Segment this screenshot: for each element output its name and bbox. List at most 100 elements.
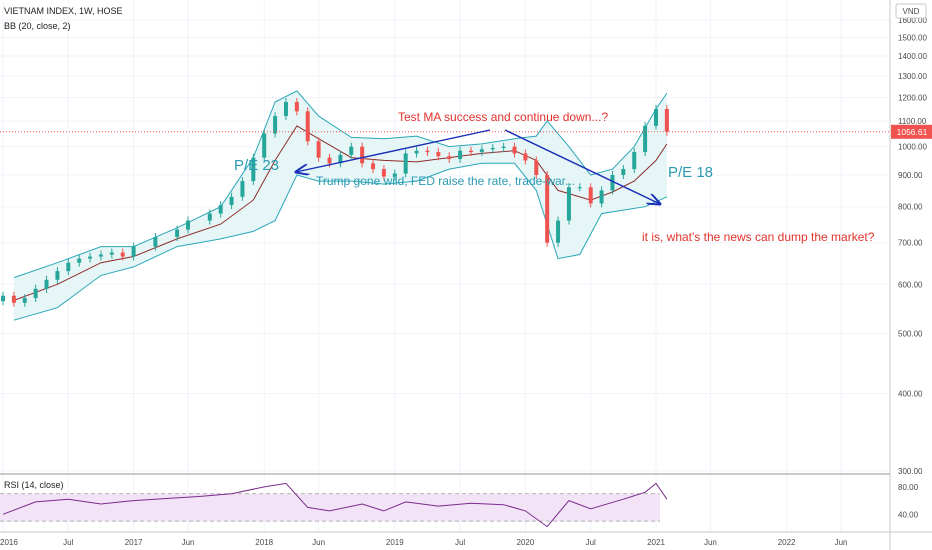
rsi-line xyxy=(2,482,668,528)
annotation-news: it is, what's the news can dump the mark… xyxy=(642,230,875,244)
arrow-to-2018-peak xyxy=(296,129,491,172)
price-bar xyxy=(66,262,71,272)
price-bar xyxy=(77,258,82,263)
time-axis[interactable]: 2016 Jul 2017 Jun 2018 Jun 2019 Jul 2020 Jul 2021 J… xyxy=(0,538,847,547)
price-bar xyxy=(577,187,582,189)
bollinger-lower-line xyxy=(13,162,668,321)
price-bar xyxy=(468,150,473,153)
rsi-tick-label: 80.00 xyxy=(898,483,919,492)
price-bar xyxy=(240,181,245,197)
price-bar xyxy=(98,254,103,257)
price-bar xyxy=(610,175,615,191)
price-bar xyxy=(501,146,506,148)
rsi-label[interactable]: RSI (14, close) xyxy=(4,480,64,490)
price-bar xyxy=(523,153,528,161)
price-bar xyxy=(436,152,441,157)
price-bar xyxy=(403,153,408,174)
price-tick-label: 900.00 xyxy=(898,171,923,180)
price-bar xyxy=(251,157,256,182)
price-tick-label: 800.00 xyxy=(898,203,923,212)
price-bar xyxy=(349,146,354,155)
price-bar xyxy=(479,149,484,153)
symbol-title[interactable]: VIETNAM INDEX, 1W, HOSE xyxy=(4,6,123,16)
price-bar xyxy=(392,173,397,177)
rsi-band-fill xyxy=(0,493,660,522)
price-bar xyxy=(316,141,321,158)
last-price-value: 1056.61 xyxy=(897,127,928,137)
price-tick-label: 1000.00 xyxy=(898,143,927,152)
price-bar xyxy=(120,252,125,257)
rsi-tick-label: 40.00 xyxy=(898,510,919,519)
price-tick-label: 1200.00 xyxy=(898,94,927,103)
price-bar xyxy=(360,146,365,164)
time-tick-label: Jul xyxy=(455,538,465,547)
price-bar xyxy=(632,152,637,170)
price-axis[interactable]: 1600.00 1500.00 1400.00 1300.00 1200.00 1100.… xyxy=(898,16,927,476)
time-tick-label: Jun xyxy=(182,538,195,547)
price-bar xyxy=(11,295,16,303)
price-bar xyxy=(44,279,49,289)
price-bar xyxy=(664,108,669,132)
time-tick-label: 2019 xyxy=(386,538,404,547)
price-bar xyxy=(512,146,517,154)
time-tick-label: Jul xyxy=(63,538,73,547)
price-bar xyxy=(338,154,343,164)
price-bar xyxy=(458,150,463,160)
price-bar xyxy=(153,237,158,247)
price-bar xyxy=(262,133,267,158)
price-bar xyxy=(447,156,452,160)
price-tick-label: 300.00 xyxy=(898,467,923,476)
time-tick-label: 2020 xyxy=(517,538,535,547)
price-tick-label: 1600.00 xyxy=(898,16,927,25)
price-tick-label: 700.00 xyxy=(898,239,923,248)
price-tick-label: 1300.00 xyxy=(898,72,927,81)
time-tick-label: 2017 xyxy=(125,538,143,547)
price-tick-label: 500.00 xyxy=(898,329,923,338)
price-bar xyxy=(207,213,212,221)
time-tick-label: 2018 xyxy=(255,538,273,547)
price-bar xyxy=(371,163,376,170)
time-tick-label: Jun xyxy=(835,538,848,547)
annotation-trump: Trump gone wild, FED raise the rate, tra… xyxy=(316,174,575,188)
price-bar xyxy=(643,125,648,153)
indicator-label[interactable]: BB (20, close, 2) xyxy=(4,21,71,31)
price-bar xyxy=(414,150,419,154)
price-tick-label: 1100.00 xyxy=(898,117,927,126)
time-tick-label: 2016 xyxy=(0,538,18,547)
price-bar xyxy=(381,169,386,177)
price-bar xyxy=(305,111,310,142)
price-bar xyxy=(545,175,550,243)
price-bar xyxy=(33,288,38,299)
price-bar xyxy=(621,169,626,176)
price-bar xyxy=(229,196,234,206)
price-series xyxy=(1,98,669,307)
annotation-pe-18: P/E 18 xyxy=(668,164,713,181)
price-bar xyxy=(566,187,571,221)
price-bar xyxy=(283,102,288,117)
price-bar xyxy=(599,190,604,204)
price-bar xyxy=(218,205,223,214)
time-tick-label: 2022 xyxy=(778,538,796,547)
currency-label: VND xyxy=(903,7,920,16)
bollinger-basis-line xyxy=(13,125,668,301)
arrow-to-2021-price xyxy=(504,129,660,204)
last-price-tag: 1056.61 xyxy=(891,124,932,139)
currency-badge[interactable]: VND xyxy=(895,3,927,19)
price-bar xyxy=(534,160,539,176)
price-tick-label: 400.00 xyxy=(898,389,923,398)
price-tick-label: 1400.00 xyxy=(898,52,927,61)
annotation-pe-23: P/E 23 xyxy=(234,157,279,174)
price-bar xyxy=(588,187,593,204)
time-tick-label: Jul xyxy=(586,538,596,547)
bollinger-upper-line xyxy=(13,90,668,279)
price-bar xyxy=(109,252,114,255)
rsi-axis[interactable]: 80.00 40.00 xyxy=(898,483,919,519)
price-bar xyxy=(327,157,332,164)
price-bar xyxy=(55,271,60,280)
time-tick-label: Jun xyxy=(704,538,717,547)
price-bar xyxy=(425,150,430,153)
price-bar xyxy=(490,147,495,150)
price-bar xyxy=(1,295,5,302)
price-bar xyxy=(186,220,191,230)
